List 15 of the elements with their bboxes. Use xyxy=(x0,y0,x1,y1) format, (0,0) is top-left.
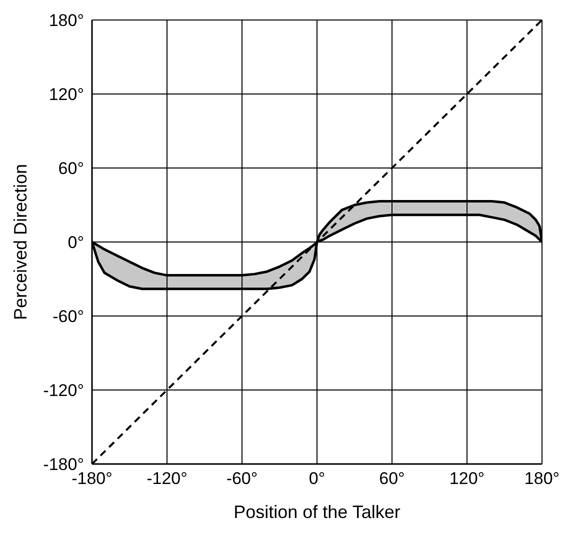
y-tick-label: 120° xyxy=(48,85,84,104)
x-tick-label: -120° xyxy=(146,469,188,488)
y-tick-label: -60° xyxy=(52,307,84,326)
y-tick-label: 60° xyxy=(58,159,84,178)
x-tick-label: 180° xyxy=(524,469,560,488)
x-axis-title: Position of the Talker xyxy=(234,502,400,522)
x-tick-label: -180° xyxy=(72,469,112,488)
x-tick-label: 0° xyxy=(308,469,326,488)
y-tick-label: 180° xyxy=(48,11,84,30)
y-tick-label: -120° xyxy=(43,381,84,400)
x-tick-label: -60° xyxy=(226,469,258,488)
y-tick-label: 0° xyxy=(68,233,84,252)
x-tick-label: 60° xyxy=(379,469,405,488)
y-axis-title: Perceived Direction xyxy=(10,164,30,320)
x-tick-label: 120° xyxy=(449,469,485,488)
